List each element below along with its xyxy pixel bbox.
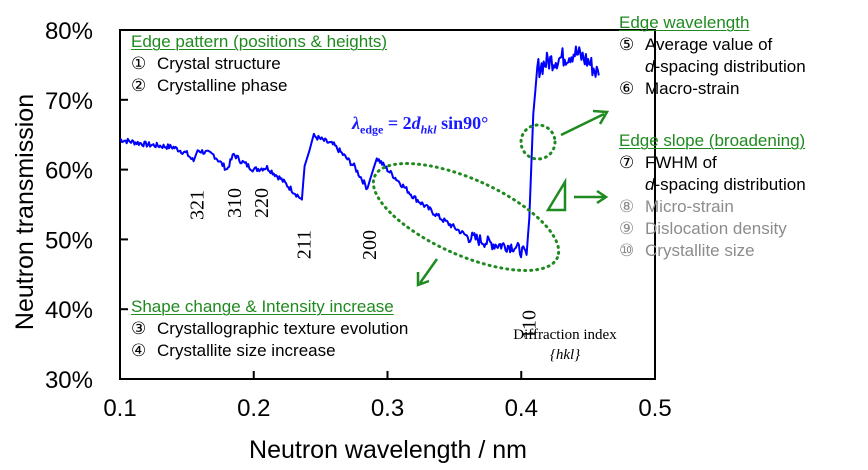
edge-pattern-heading: Edge pattern (positions & heights) [131,32,388,51]
list-item: ② Crystalline phase [131,75,387,97]
slope-triangle-icon [545,177,567,212]
peak-labels: 321 310 220 211 200 110 [187,188,541,339]
lambda-symbol: λ [352,113,360,133]
peak-label-310: 310 [224,188,246,218]
x-tick-label: 0.2 [237,395,270,422]
diffraction-index-title: Diffraction index [513,327,617,343]
x-axis-label: Neutron wavelength / nm [249,436,527,464]
hkl-notation: {hkl} [549,347,581,363]
edge-subscript: edge [360,122,384,137]
shape-change-heading: Shape change & Intensity increase [131,297,394,316]
list-item: ⑥ Macro-strain [619,78,806,100]
edge-position-circle [519,123,557,161]
item-number: ① [131,54,147,73]
arrow-to-edge-wavelength [560,112,605,137]
formula-equals: = 2 [383,113,412,133]
d-symbol: d [645,57,655,76]
x-tick-label: 0.4 [505,395,538,422]
item-text: Crystallite size [645,241,755,260]
peak-label-220: 220 [251,188,273,218]
arrowhead-icon [592,109,610,125]
list-item-continuation: d-spacing distribution [619,56,806,78]
item-text: FWHM of [645,153,717,172]
list-item: ⑧ Micro-strain [619,196,806,218]
x-tick-label: 0.5 [638,395,671,422]
edge-wavelength-panel: Edge wavelength ⑤ Average value of d-spac… [619,12,806,100]
item-text: Micro-strain [645,197,734,216]
list-item: ⑨ Dislocation density [619,218,806,240]
list-item: ⑩ Crystallite size [619,240,806,262]
arrowhead-icon [596,189,609,205]
item-text: Crystallite size increase [157,341,336,360]
formula-tail: sin90° [436,113,489,133]
peak-label-211: 211 [294,230,316,259]
y-tick-label: 30% [45,367,93,394]
y-tick-label: 50% [45,227,93,254]
item-number: ⑥ [619,79,635,98]
x-tick-label: 0.1 [103,395,136,422]
item-number: ⑨ [619,219,635,238]
peak-label-200: 200 [359,230,381,260]
peak-label-110: 110 [518,310,540,339]
edge-slope-panel: Edge slope (broadening) ⑦ FWHM of d-spaci… [619,130,806,262]
item-number: ③ [131,319,147,338]
d-symbol: d [645,175,655,194]
annotation-marks [371,109,610,287]
list-item: ⑦ FWHM of [619,152,806,174]
series-layer [119,45,600,259]
item-text: Crystallographic texture evolution [157,319,409,338]
item-number: ⑤ [619,35,635,54]
arrow-to-shape-change [418,258,439,284]
item-text: Macro-strain [645,79,740,98]
edge-pattern-panel: Edge pattern (positions & heights) ① Crys… [131,31,387,97]
list-item: ⑤ Average value of [619,34,806,56]
shape-change-panel: Shape change & Intensity increase ③ Cryst… [131,296,408,362]
edge-slope-heading: Edge slope (broadening) [619,131,806,150]
series-line [119,45,600,259]
item-text: Crystalline phase [157,76,288,95]
item-number: ⑦ [619,153,635,172]
list-item: ③ Crystallographic texture evolution [131,318,408,340]
hkl-subscript: hkl [420,122,437,137]
item-text: Dislocation density [645,219,787,238]
d-symbol: d [411,113,421,133]
y-tick-label: 80% [45,18,93,45]
item-text: Crystal structure [157,54,281,73]
diffraction-index-label: Diffraction index {hkl} [500,325,630,365]
item-number: ⑩ [619,241,635,260]
y-tick-label: 60% [45,158,93,185]
axis-ticks: 0.1 0.2 0.3 0.4 0.5 30% 40% 50% 60% 70% 80% [45,18,672,422]
item-text: -spacing distribution [654,57,806,76]
y-axis-label: Neutron transmission [11,94,39,330]
list-item: ④ Crystallite size increase [131,340,408,362]
bragg-edge-formula: λedge = 2dhkl sin90° [352,113,488,138]
item-number: ② [131,76,147,95]
y-tick-label: 40% [45,297,93,324]
item-number: ⑧ [619,197,635,216]
y-tick-label: 70% [45,88,93,115]
item-number: ④ [131,341,147,360]
list-item: ① Crystal structure [131,53,387,75]
texture-region-ellipse [371,162,561,272]
item-text: Average value of [645,35,773,54]
edge-wavelength-heading: Edge wavelength [619,13,750,32]
x-tick-label: 0.3 [371,395,404,422]
list-item-continuation: d-spacing distribution [619,174,806,196]
peak-label-321: 321 [187,190,209,220]
item-text: -spacing distribution [654,175,806,194]
arrowhead-icon [416,272,430,287]
